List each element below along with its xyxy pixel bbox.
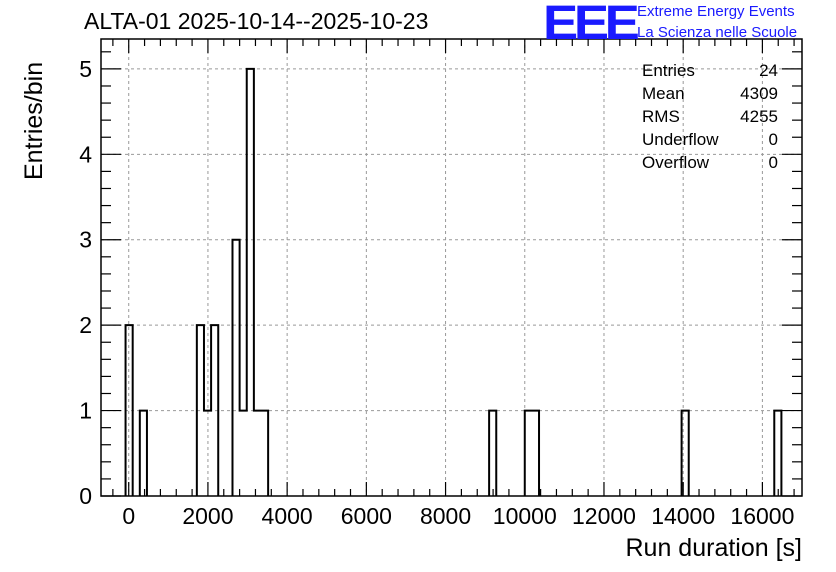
y-tick-label: 1 [79, 398, 92, 424]
logo-line-1: Extreme Energy Events [637, 3, 795, 20]
histogram-bin [240, 411, 247, 496]
y-axis-label: Entries/bin [20, 61, 48, 180]
stat-value: 0 [768, 130, 778, 149]
x-tick-label: 12000 [572, 503, 636, 529]
histogram-bin [489, 411, 496, 496]
stats-box: Entries 24 Mean 4309 RMS 4255 Underflow … [642, 59, 778, 174]
x-tick-label: 10000 [493, 503, 557, 529]
histogram-bin [211, 325, 218, 496]
histogram-bin [247, 69, 254, 496]
histogram-bin [254, 411, 261, 496]
stat-rms: RMS 4255 [642, 105, 778, 128]
x-tick-label: 16000 [730, 503, 794, 529]
histogram-bin [197, 325, 204, 496]
histogram-bin [774, 411, 781, 496]
histogram-bin [140, 411, 147, 496]
histogram-bars [124, 67, 783, 496]
stat-label: Mean [642, 84, 685, 103]
histogram-bin [525, 411, 532, 496]
x-tick-label: 4000 [262, 503, 313, 529]
stat-label: Entries [642, 61, 695, 80]
stat-mean: Mean 4309 [642, 82, 778, 105]
stat-value: 4255 [740, 107, 778, 126]
y-tick-label: 0 [79, 483, 92, 509]
stat-label: RMS [642, 107, 680, 126]
stat-label: Overflow [642, 153, 710, 172]
stat-entries: Entries 24 [642, 59, 778, 82]
y-tick-label: 5 [79, 56, 92, 82]
histogram-bin [532, 411, 539, 496]
y-tick-label: 4 [79, 141, 92, 167]
logo-line-2: La Scienza nelle Scuole [637, 24, 798, 41]
y-tick-label: 2 [79, 312, 92, 338]
x-tick-label: 2000 [182, 503, 233, 529]
stat-label: Underflow [642, 130, 719, 149]
stat-value: 24 [759, 61, 778, 80]
stat-underflow: Underflow 0 [642, 128, 778, 151]
axes: 0 2000 4000 6000 8000 10000 12000 14000 16000 0 1 2… [79, 38, 803, 529]
x-tick-label: 6000 [341, 503, 392, 529]
x-axis-label: Run duration [s] [625, 534, 803, 562]
y-tick-label: 3 [79, 227, 92, 253]
stat-value: 4309 [740, 84, 778, 103]
x-tick-label: 14000 [651, 503, 715, 529]
histogram-bin [126, 325, 133, 496]
x-tick-label: 0 [122, 503, 135, 529]
stat-overflow: Overflow 0 [642, 151, 778, 174]
histogram-outline [124, 67, 783, 496]
x-tick-label: 8000 [420, 503, 471, 529]
chart-title: ALTA-01 2025-10-14--2025-10-23 [84, 8, 429, 34]
plot-frame [100, 38, 803, 497]
histogram-bin [232, 240, 239, 496]
eee-logo: EEE [543, 0, 640, 50]
histogram-bin [261, 411, 268, 496]
stat-value: 0 [768, 153, 778, 172]
